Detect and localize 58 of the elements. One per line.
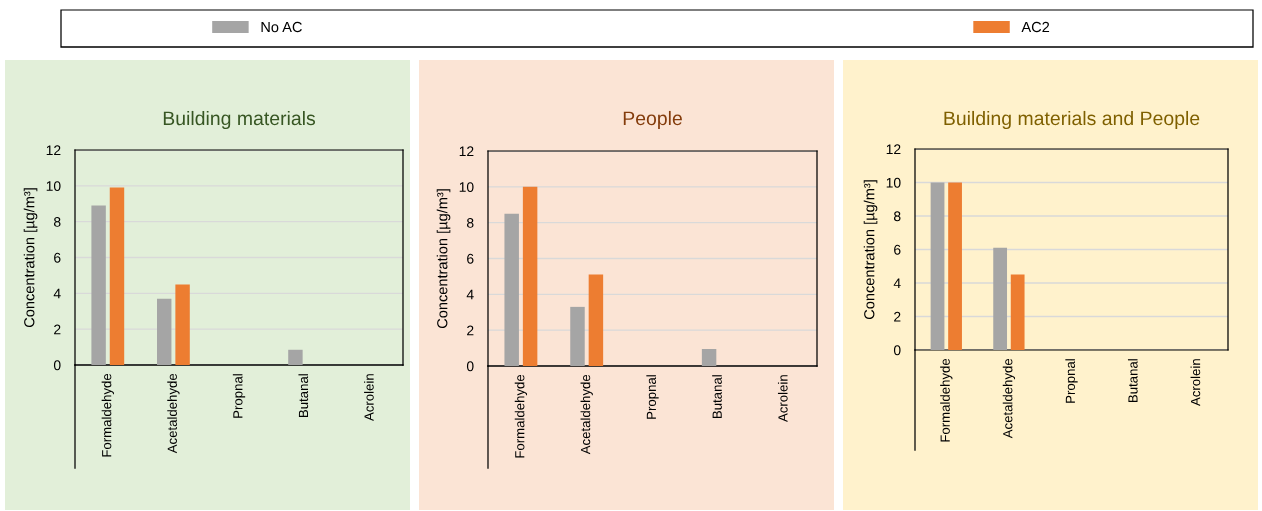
x-tick-label: Acrolein: [364, 374, 374, 421]
chart-title: Building materials and People: [944, 110, 1200, 130]
bar: [288, 349, 303, 365]
bar: [157, 298, 172, 365]
y-tick-label: 4: [53, 288, 61, 299]
y-tick-label: 4: [893, 278, 901, 289]
chart-title: Building materials: [163, 110, 316, 130]
y-tick-label: 6: [467, 253, 474, 264]
chart-title: People: [623, 110, 682, 130]
y-tick-label: 10: [886, 177, 901, 188]
y-tick-label: 0: [466, 361, 474, 372]
x-tick-label: Propnal: [646, 375, 659, 419]
y-tick-label: 12: [46, 145, 61, 156]
y-tick-label: 12: [459, 146, 474, 157]
bar: [1010, 274, 1025, 350]
y-tick-label: 10: [46, 181, 61, 191]
x-tick-label: Formaldehyde: [101, 373, 114, 457]
y-tick-label: 6: [54, 252, 61, 263]
y-tick-label: 6: [894, 244, 901, 255]
x-tick-label: Butanal: [712, 375, 722, 418]
y-tick-label: 2: [894, 311, 901, 322]
bar: [504, 213, 519, 366]
bar: [91, 205, 106, 365]
bar: [701, 348, 717, 366]
y-tick-label: 0: [893, 345, 901, 356]
x-tick-label: Acetaldehyde: [580, 374, 593, 455]
y-tick-label: 2: [54, 324, 61, 335]
y-tick-label: 8: [893, 211, 901, 222]
x-tick-label: Butanal: [1127, 359, 1138, 402]
bar: [109, 187, 125, 365]
y-tick-label: 0: [53, 360, 61, 371]
x-tick-label: Butanal: [298, 374, 309, 417]
x-tick-label: Formaldehyde: [940, 358, 953, 442]
bar: [993, 247, 1008, 350]
y-tick-label: 12: [886, 144, 901, 155]
legend-label: No AC: [261, 21, 302, 33]
x-tick-label: Acetaldehyde: [167, 373, 180, 454]
x-tick-label: Propnal: [232, 374, 246, 418]
bar: [588, 274, 604, 366]
y-axis-title: Concentration [µg/m³]: [863, 180, 878, 320]
bar: [175, 284, 190, 365]
bar: [522, 186, 538, 366]
bar: [930, 182, 945, 350]
bar: [570, 306, 585, 366]
y-axis-title: Concentration [µg/m³]: [436, 189, 451, 329]
y-tick-label: 8: [53, 217, 61, 227]
x-tick-label: Acrolein: [777, 375, 788, 422]
x-tick-label: Formaldehyde: [514, 374, 528, 458]
x-tick-label: Propnal: [1065, 359, 1078, 403]
legend-label: AC2: [1021, 21, 1050, 33]
y-axis-title: Concentration [µg/m³]: [23, 188, 38, 328]
x-tick-label: Acetaldehyde: [1002, 358, 1016, 439]
y-tick-label: 10: [459, 182, 474, 192]
y-tick-label: 4: [466, 289, 474, 300]
y-tick-label: 8: [466, 218, 474, 228]
x-tick-label: Acrolein: [1190, 359, 1201, 406]
y-tick-label: 2: [467, 325, 474, 336]
bar: [948, 182, 962, 350]
